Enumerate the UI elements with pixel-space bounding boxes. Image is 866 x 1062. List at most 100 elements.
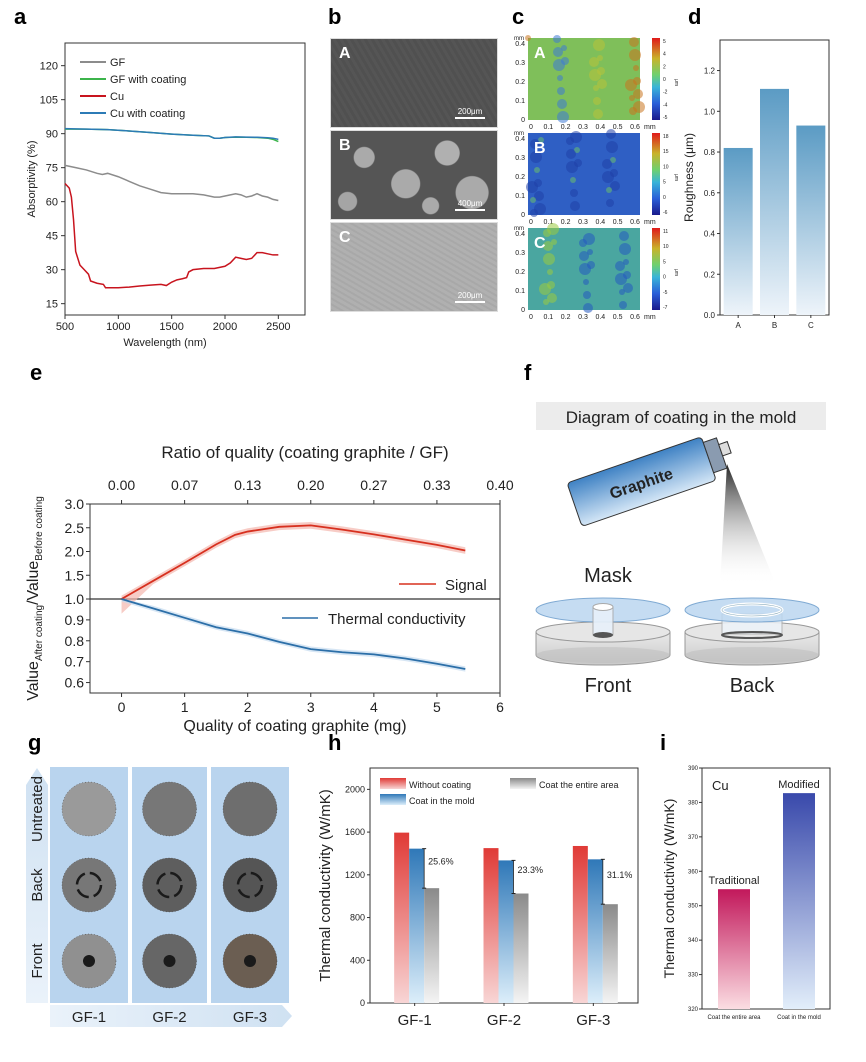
texture-spot — [557, 99, 567, 109]
series-line-cu — [64, 183, 279, 289]
disc-texture — [142, 781, 197, 837]
texture-spot — [539, 283, 551, 295]
texture-spot — [606, 129, 616, 139]
back-label: Back — [730, 675, 775, 697]
texture-spot — [557, 75, 563, 81]
disc-texture — [222, 781, 278, 837]
texture-spot — [615, 261, 625, 271]
colorbar-unit: μm — [673, 174, 679, 181]
x-tick-label: 0.3 — [578, 124, 588, 131]
sem-image-label: A — [339, 45, 351, 62]
texture-spot — [593, 97, 601, 105]
column-label-gf-3: GF-3 — [233, 1009, 267, 1026]
spray-cone-icon — [720, 464, 776, 585]
height-map-b — [528, 133, 640, 215]
texture-spot — [543, 299, 549, 305]
texture-spot — [557, 87, 565, 95]
y-tick-label: 0.2 — [704, 270, 716, 279]
y-tick-label: 3.0 — [65, 496, 85, 512]
x2-tick-label: 0.20 — [297, 477, 324, 493]
x-tick-label: 0.2 — [561, 124, 571, 131]
material-annotation: Cu — [712, 778, 729, 793]
panel-label-d: d — [688, 4, 702, 29]
y-tick-label: 120 — [40, 61, 58, 73]
texture-spot — [551, 239, 557, 245]
x2-tick-label: 0.07 — [171, 477, 198, 493]
texture-spot — [538, 137, 544, 143]
x2-tick-label: 0.00 — [108, 477, 135, 493]
sem-image-label: C — [339, 229, 351, 246]
texture-spot — [534, 167, 540, 173]
y-axis-label: Thermal conductivity (W/mK) — [317, 789, 334, 982]
scale-bar-line — [455, 301, 485, 303]
bar-gf-1-coat-the-entire-area — [424, 888, 440, 1003]
texture-spot — [579, 239, 587, 247]
texture-spot — [561, 45, 567, 51]
texture-spot — [566, 137, 574, 145]
legend-swatch — [380, 794, 406, 805]
texture-spot — [606, 141, 618, 153]
y-tick-label: 2000 — [345, 784, 365, 794]
column-label-gf-2: GF-2 — [152, 1009, 186, 1026]
colorbar-tick-label: 5 — [663, 259, 666, 265]
y-tick-label: 380 — [688, 800, 699, 806]
y-tick-label: 0.9 — [65, 612, 85, 628]
profilometry-maps: Amm 0 0.1 0.2 0.3 0.4 0 0.1 0.2 0.3 0.4 0.5 0.6 mm 5 4 2… — [514, 35, 679, 321]
mask-label: Mask — [584, 565, 633, 587]
y-tick-label: 0 — [521, 117, 525, 124]
disc-texture — [222, 933, 278, 989]
panel-label-f: f — [524, 360, 532, 385]
texture-spot — [525, 35, 531, 41]
x-tick-label: GF-3 — [576, 1012, 610, 1029]
sem-image-c: C 200μm — [330, 222, 498, 312]
texture-spot — [570, 189, 578, 197]
x-tick-label: 0.4 — [595, 314, 605, 321]
x-tick-label: 2 — [244, 699, 252, 715]
x-tick-label: 0 — [529, 219, 533, 226]
texture-spot — [610, 157, 616, 163]
x-tick-label: A — [735, 321, 741, 330]
texture-spot — [547, 293, 557, 303]
sample-photo-grid: Untreated Back Front GF-1 GF-2 GF-3 — [26, 767, 292, 1027]
confidence-band — [121, 598, 466, 672]
scale-bar-label: 200μm — [457, 291, 483, 300]
y-tick-label: 1600 — [345, 827, 365, 837]
y-axis-label: ValueAfter coating/ValueBefore coating — [25, 496, 45, 701]
bar-gf-1-coat-in-the-mold — [409, 848, 425, 1003]
texture-spot — [593, 109, 603, 119]
bar-gf-3-coat-the-entire-area — [602, 904, 618, 1003]
bar-gf-3-coat-in-the-mold — [587, 859, 603, 1003]
texture-spot — [566, 149, 576, 159]
colorbar — [652, 228, 660, 310]
colorbar-tick-label: 0 — [663, 77, 666, 83]
colorbar-tick-label: -6 — [663, 210, 668, 216]
y-tick-label: 360 — [688, 869, 699, 875]
texture-spot — [625, 79, 637, 91]
x-tick-label: 0.3 — [578, 314, 588, 321]
y-tick-label: 1.5 — [65, 567, 85, 583]
bar-b — [760, 88, 789, 315]
x2-tick-label: 0.27 — [360, 477, 387, 493]
x-unit: mm — [644, 314, 656, 321]
dashed-ring-mark — [75, 871, 103, 899]
scale-bar: 400μm — [455, 199, 485, 211]
texture-spot — [597, 79, 607, 89]
y-unit: mm — [514, 131, 524, 137]
x-axis-label: Wavelength (nm) — [123, 337, 206, 349]
texture-spot — [566, 161, 578, 173]
scale-bar: 200μm — [455, 291, 485, 303]
texture-spot — [589, 57, 599, 67]
colorbar-tick-label: 5 — [663, 180, 666, 186]
texture-spot — [570, 177, 576, 183]
sample-disc — [142, 858, 197, 912]
y-tick-label: 0.0 — [704, 311, 716, 320]
legend-label: Cu with coating — [110, 108, 185, 120]
x-axis-label: Quality of coating graphite (mg) — [183, 718, 406, 735]
x-tick-label: 0.1 — [543, 314, 553, 321]
panel-label-g: g — [28, 730, 42, 755]
chart-absorptivity: 15 30 45 60 75 90 105 120 500 1000 1500 2000 2500 Wav… — [26, 42, 306, 349]
x-tick-label: 0.6 — [630, 314, 640, 321]
colorbar-tick-label: -4 — [663, 102, 668, 108]
dashed-ring-mark — [236, 871, 264, 899]
y-tick-label: 370 — [688, 835, 699, 841]
